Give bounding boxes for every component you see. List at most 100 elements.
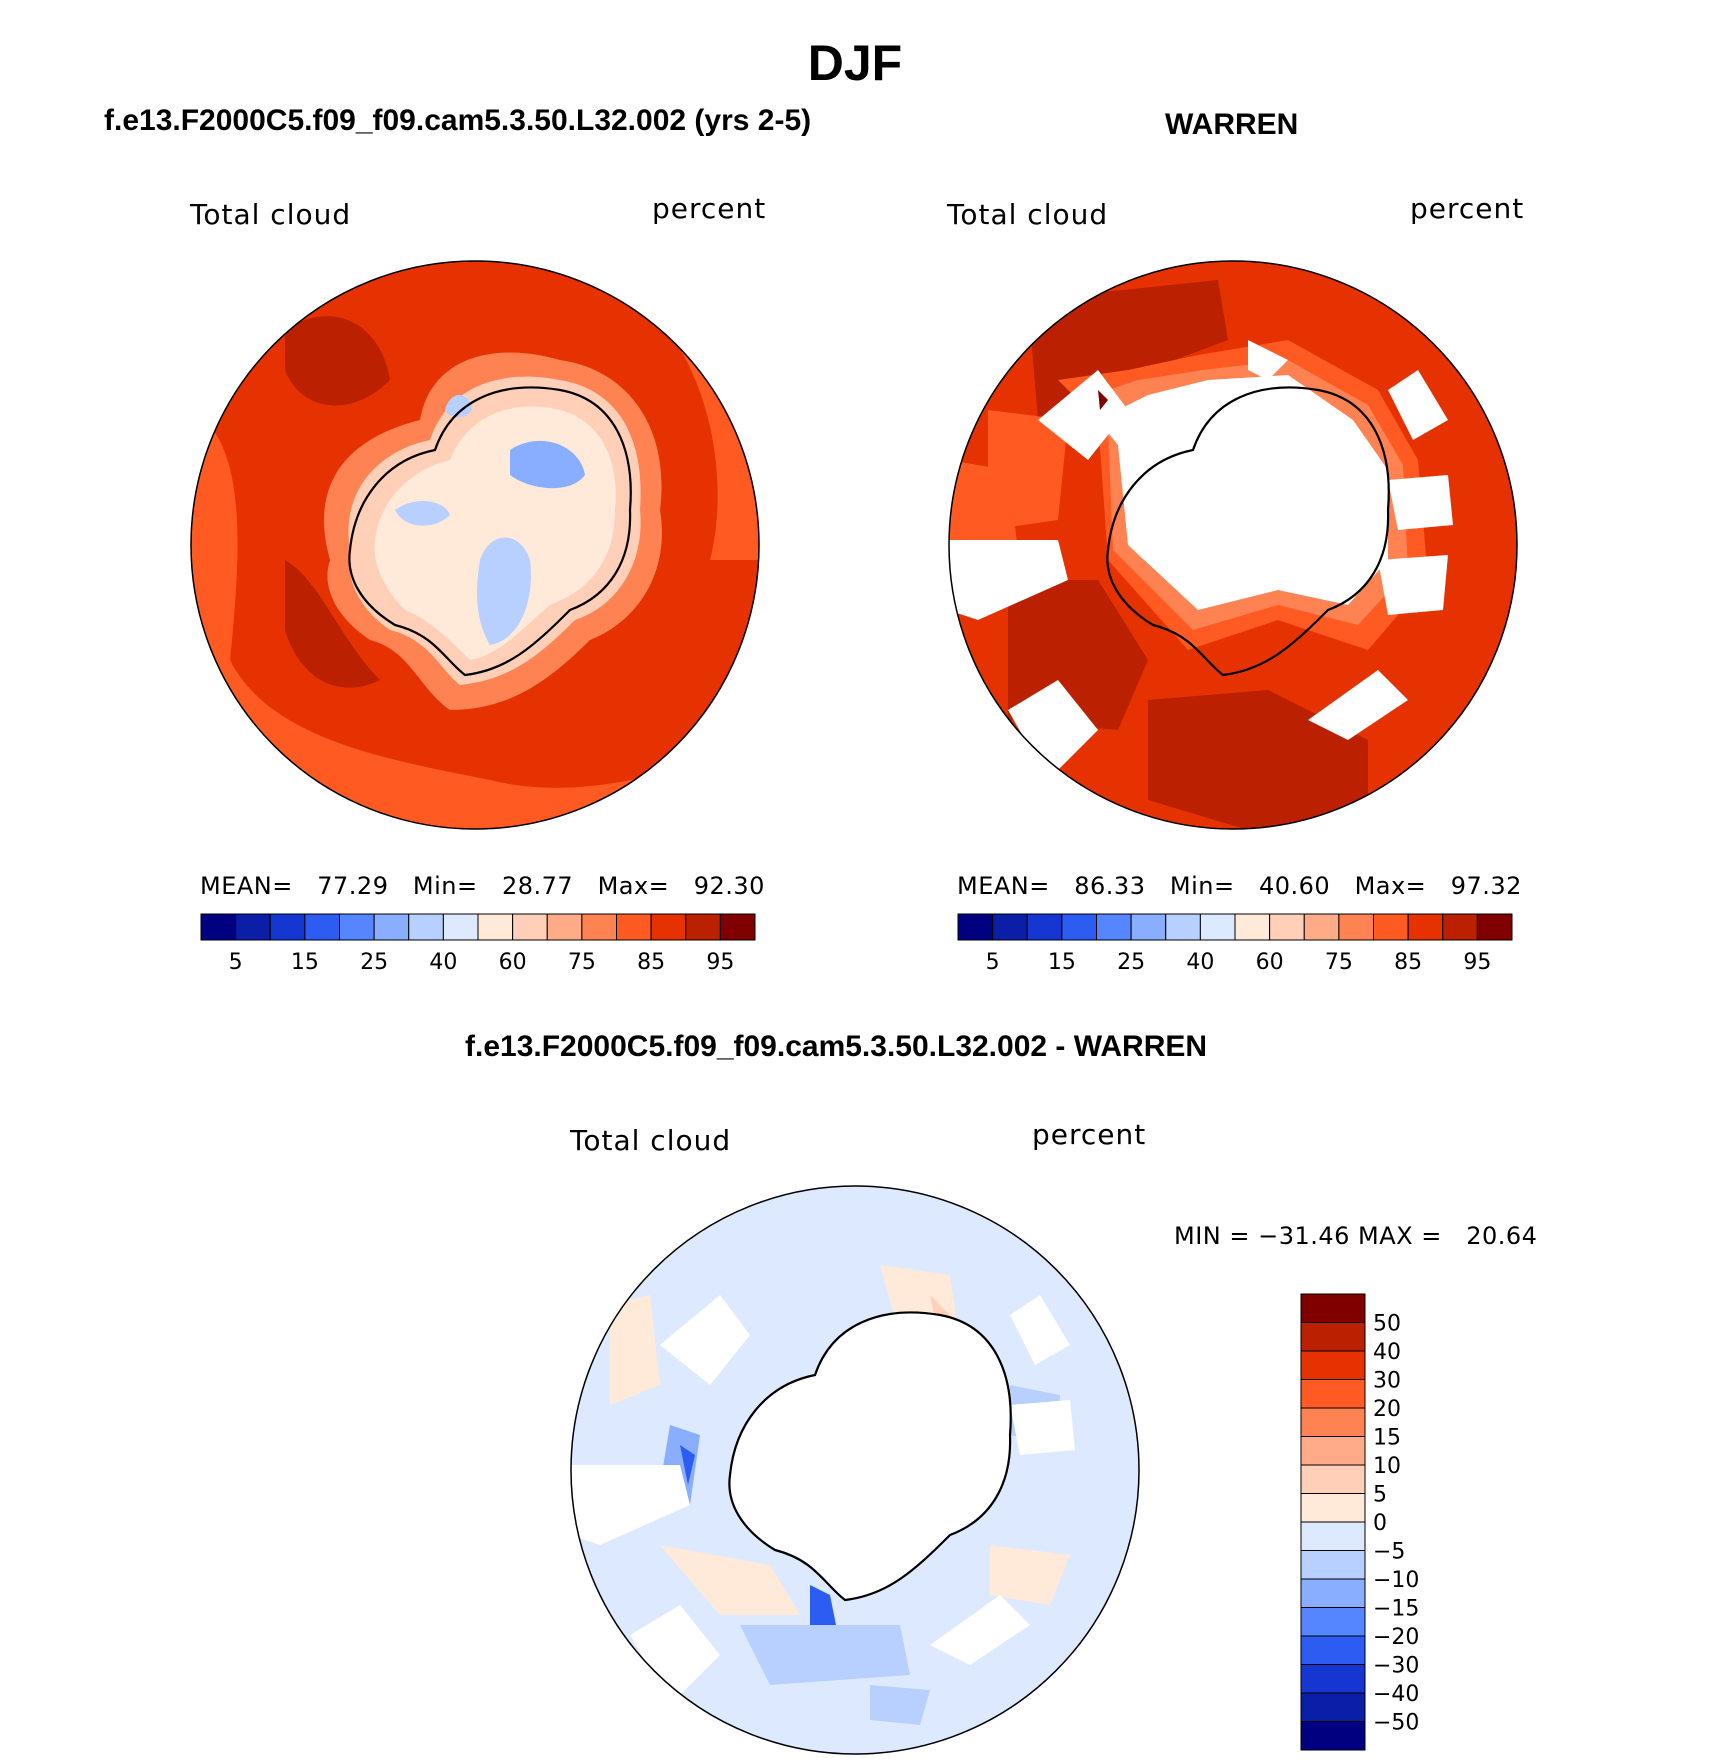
panel-obs-colorbar-swatch: [1061, 913, 1097, 941]
panel-diff-colorbar-tick-label: −5: [1373, 1540, 1405, 1565]
panel-diff-colorbar-tick-label: 10: [1373, 1454, 1401, 1479]
panel-diff-colorbar-swatch: [1300, 1293, 1366, 1323]
panel-model-colorbar-swatch: [650, 913, 687, 941]
panel-model-colorbar-tick-label: 5: [229, 950, 243, 975]
panel-obs-variable: Total cloud: [947, 198, 1109, 231]
panel-model-colorbar-swatch: [719, 913, 756, 941]
panel-diff-colorbar-tick-label: −40: [1373, 1682, 1419, 1707]
panel-obs-colorbar-swatch: [1476, 913, 1513, 941]
panel-model-min-label: Min=: [412, 872, 478, 900]
panel-diff-colorbar-tick-label: −30: [1373, 1654, 1419, 1679]
panel-model-max-label: Max=: [597, 872, 670, 900]
page-title: DJF: [807, 35, 903, 91]
panel-obs-colorbar-swatch: [957, 913, 994, 941]
panel-model-colorbar-swatch: [581, 913, 617, 941]
panel-obs-units: percent: [1410, 192, 1525, 225]
panel-obs-colorbar-swatch: [1373, 913, 1409, 941]
panel-obs-colorbar-swatch: [1165, 913, 1201, 941]
panel-diff-colorbar-tick-label: −20: [1373, 1625, 1419, 1650]
panel-diff-colorbar-swatch: [1300, 1635, 1366, 1665]
panel-diff-colorbar-tick-label: 15: [1373, 1426, 1401, 1451]
panel-diff-colorbar-swatch: [1300, 1550, 1366, 1580]
panel-model-map: [190, 260, 760, 830]
panel-diff-colorbar-swatch: [1300, 1407, 1366, 1437]
panel-obs-colorbar-tick-label: 95: [1463, 950, 1491, 975]
panel-diff-colorbar-tick-label: −15: [1373, 1597, 1419, 1622]
panel-model-colorbar-swatch: [512, 913, 548, 941]
panel-model-colorbar: 5 15 25 40 60 75 85 95: [200, 913, 756, 975]
panel-diff-colorbar-tick-label: 20: [1373, 1397, 1401, 1422]
panel-obs-colorbar-swatch: [1338, 913, 1374, 941]
panel-obs-map: [948, 260, 1518, 830]
panel-obs-mean: 86.33: [1074, 872, 1146, 900]
panel-obs-colorbar-tick-label: 15: [1048, 950, 1076, 975]
panel-model-colorbar-swatch: [339, 913, 375, 941]
panel-diff-colorbar-tick-label: 30: [1373, 1369, 1401, 1394]
panel-diff-colorbar-swatch: [1300, 1436, 1366, 1466]
panel-model-colorbar-tick-label: 40: [429, 950, 457, 975]
panel-model-mean: 77.29: [317, 872, 389, 900]
panel-diff-colorbar-swatch: [1300, 1692, 1366, 1722]
panel-obs-colorbar-tick-label: 85: [1394, 950, 1422, 975]
panel-obs-colorbar-swatch: [1303, 913, 1340, 941]
panel-obs-colorbar-swatch: [1026, 913, 1063, 941]
panel-diff-colorbar-swatch: [1300, 1464, 1366, 1494]
panel-obs-colorbar-swatch: [1130, 913, 1167, 941]
panel-model-colorbar-tick-label: 75: [568, 950, 596, 975]
panel-diff-colorbar-swatch: [1300, 1322, 1366, 1352]
panel-diff-colorbar-tick-label: 50: [1373, 1312, 1401, 1337]
panel-obs-mean-label: MEAN=: [957, 872, 1050, 900]
panel-obs-colorbar-swatch: [1199, 913, 1236, 941]
panel-obs-min: 40.60: [1258, 872, 1331, 900]
panel-obs-stats: MEAN= 86.33 Min= 40.60 Max= 97.32: [957, 872, 1522, 900]
panel-model-colorbar-swatch: [685, 913, 721, 941]
panel-diff-title: f.e13.F2000C5.f09_f09.cam5.3.50.L32.002 …: [465, 1030, 1208, 1063]
panel-model-colorbar-swatch: [616, 913, 652, 941]
panel-obs-colorbar-tick-label: 75: [1325, 950, 1353, 975]
panel-model-variable: Total cloud: [190, 198, 352, 231]
panel-model-min: 28.77: [501, 872, 574, 900]
panel-model-units: percent: [652, 192, 767, 225]
panel-obs-colorbar-swatch: [992, 913, 1028, 941]
panel-model-colorbar-swatch: [442, 913, 479, 941]
panel-diff-units: percent: [1032, 1118, 1147, 1151]
panel-obs-colorbar-swatch: [1269, 913, 1305, 941]
panel-obs-colorbar-tick-label: 60: [1256, 950, 1284, 975]
panel-diff-stats: MIN = −31.46 MAX = 20.64: [1174, 1222, 1538, 1250]
panel-obs-max: 97.32: [1450, 872, 1522, 900]
panel-diff-colorbar-swatch: [1300, 1721, 1366, 1751]
panel-model-title: f.e13.F2000C5.f09_f09.cam5.3.50.L32.002 …: [104, 104, 812, 137]
panel-model-colorbar-tick-label: 15: [291, 950, 319, 975]
panel-model-colorbar-swatch: [269, 913, 306, 941]
panel-diff-colorbar-tick-label: 5: [1373, 1483, 1387, 1508]
panel-diff-colorbar-tick-label: −10: [1373, 1568, 1419, 1593]
panel-diff-colorbar-swatch: [1300, 1350, 1366, 1380]
panel-model-stats: MEAN= 77.29 Min= 28.77 Max= 92.30: [200, 872, 765, 900]
panel-model-mean-label: MEAN=: [200, 872, 293, 900]
panel-model-colorbar-swatch: [200, 913, 237, 941]
panel-model-colorbar-swatch: [304, 913, 340, 941]
panel-obs-colorbar: 5 15 25 40 60 75 85 95: [957, 913, 1513, 975]
panel-model-colorbar-tick-label: 60: [499, 950, 527, 975]
panel-model-colorbar-swatch: [373, 913, 410, 941]
panel-diff-colorbar-swatch: [1300, 1607, 1366, 1637]
panel-diff-colorbar-swatch: [1300, 1521, 1366, 1551]
panel-diff-colorbar-swatch: [1300, 1664, 1366, 1694]
panel-obs-colorbar-swatch: [1234, 913, 1271, 941]
panel-model-colorbar-swatch: [408, 913, 444, 941]
panel-obs-colorbar-tick-label: 25: [1117, 950, 1145, 975]
panel-obs-max-label: Max=: [1354, 872, 1427, 900]
panel-diff-variable: Total cloud: [570, 1124, 732, 1157]
panel-obs-colorbar-swatch: [1407, 913, 1444, 941]
panel-diff-colorbar-tick-label: −50: [1373, 1711, 1419, 1736]
panel-model-colorbar-tick-label: 85: [637, 950, 665, 975]
panel-diff-colorbar-swatch: [1300, 1493, 1366, 1523]
panel-model-max: 92.30: [693, 872, 765, 900]
panel-diff-colorbar-swatch: [1300, 1578, 1366, 1608]
panel-obs-colorbar-tick-label: 5: [986, 950, 1000, 975]
panel-model-colorbar-swatch: [546, 913, 583, 941]
panel-obs-colorbar-swatch: [1096, 913, 1132, 941]
panel-diff-colorbar-swatch: [1300, 1379, 1366, 1409]
panel-diff-colorbar-tick-label: 40: [1373, 1340, 1401, 1365]
